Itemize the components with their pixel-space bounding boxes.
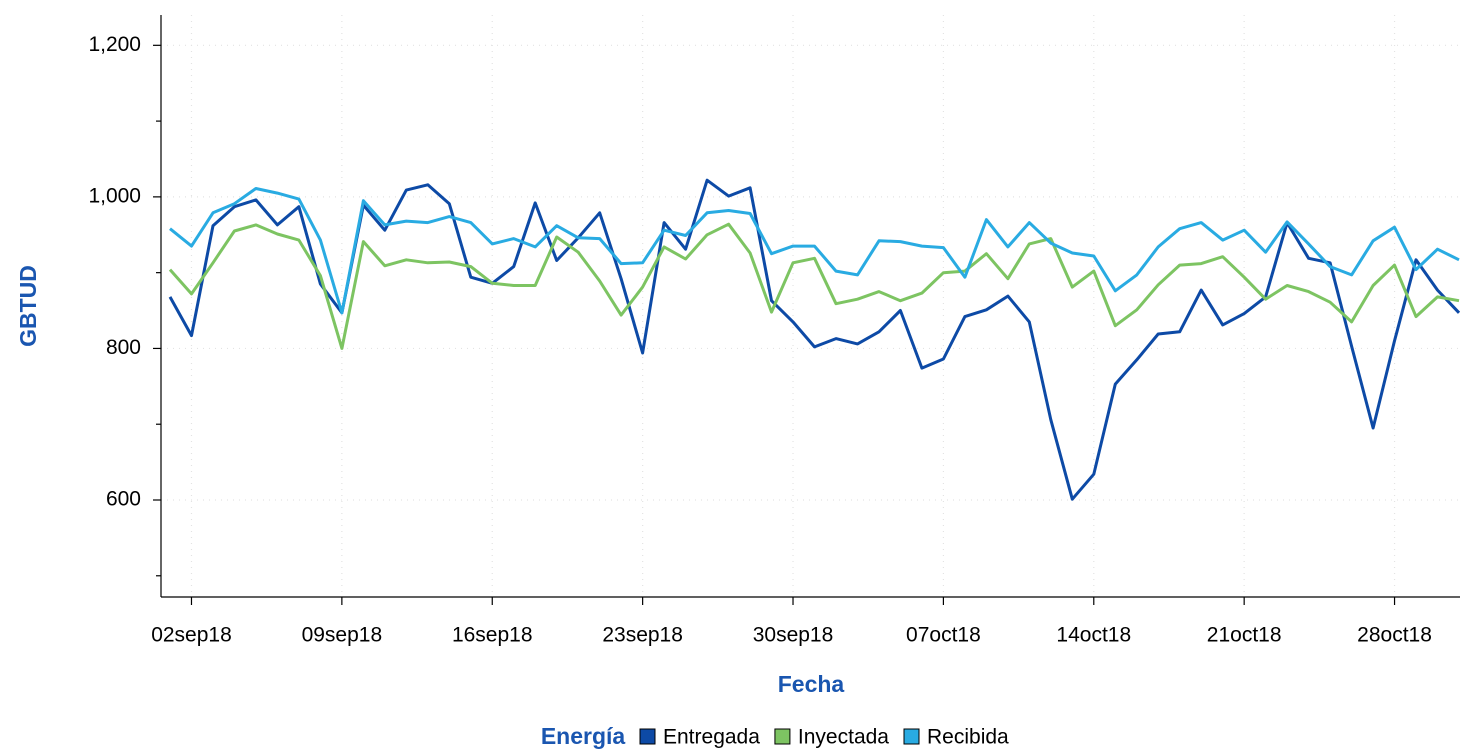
x-tick-label: 07oct18 [906,624,981,647]
line-series [168,222,1460,350]
x-tick-label: 14oct18 [1056,624,1131,647]
legend-label: Inyectada [798,726,889,749]
line-series [168,178,1460,501]
y-tick-label: 800 [106,336,141,359]
legend-label: Recibida [927,726,1009,749]
line-series [169,187,1460,315]
x-tick-label: 21oct18 [1207,624,1282,647]
legend-swatch [774,728,791,745]
legend-swatch [903,728,920,745]
x-tick-label: 02sep18 [151,624,232,647]
legend-title: Energía [541,723,626,749]
x-tick-label: 30sep18 [753,624,834,647]
y-tick-label: 1,200 [88,33,141,56]
legend-swatch [639,728,656,745]
legend-label: Entregada [663,726,760,749]
x-axis-label: Fecha [778,671,845,697]
y-tick-label: 600 [106,488,141,511]
x-tick-label: 09sep18 [302,624,383,647]
x-tick-label: 16sep18 [452,624,533,647]
y-tick-label: 1,000 [88,184,141,207]
y-axis-label: GBTUD [15,265,41,347]
x-tick-label: 28oct18 [1357,624,1432,647]
x-tick-label: 23sep18 [602,624,683,647]
